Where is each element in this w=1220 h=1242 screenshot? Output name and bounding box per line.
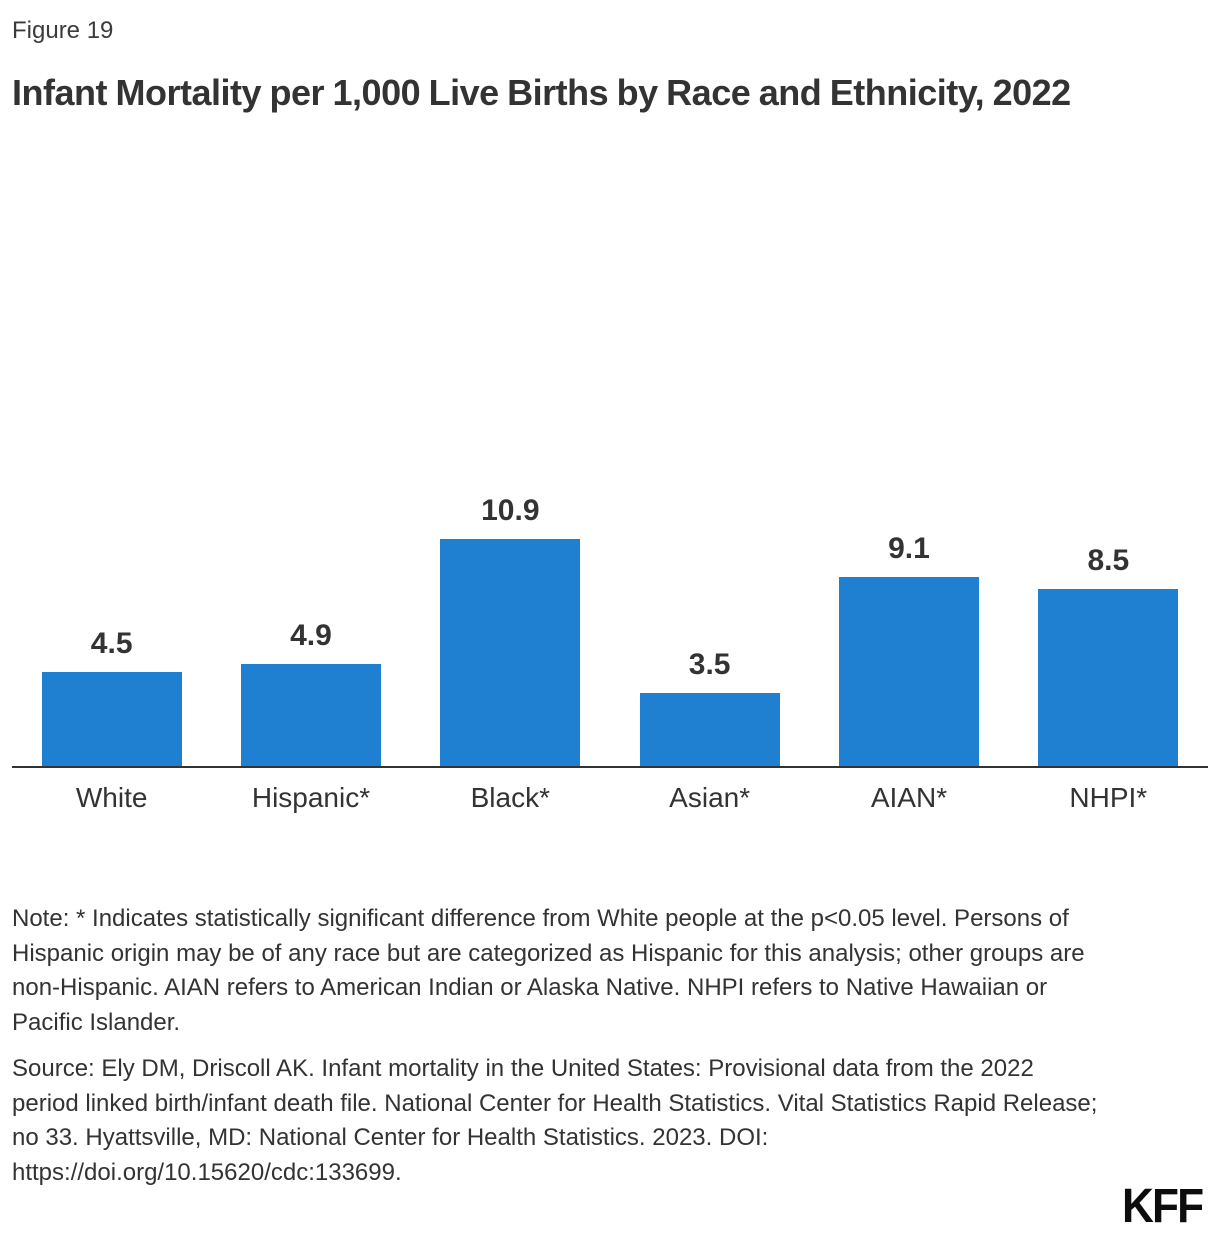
bar-column: 9.1 — [809, 531, 1008, 766]
bar — [1038, 589, 1179, 766]
figure-number-label: Figure 19 — [12, 17, 114, 44]
x-axis-line — [12, 766, 1208, 768]
source-text: Source: Ely DM, Driscoll AK. Infant mort… — [12, 1055, 1098, 1186]
bar-value-label: 8.5 — [1087, 544, 1130, 577]
bar-column: 3.5 — [610, 647, 809, 766]
note-text: Note: * Indicates statistically signific… — [12, 905, 1085, 1036]
figure-content: Figure 19 Infant Mortality per 1,000 Liv… — [12, 17, 1208, 1186]
bar — [240, 664, 381, 766]
chart-title: Infant Mortality per 1,000 Live Births b… — [12, 72, 1071, 113]
bar-value-label: 4.5 — [90, 627, 133, 660]
bar-value-label: 3.5 — [688, 648, 731, 681]
bar-category-label: Asian* — [669, 782, 751, 813]
bar-category-label: AIAN* — [870, 782, 948, 813]
bar — [838, 577, 979, 766]
kff-logo: KFF — [1121, 1180, 1204, 1233]
bar-category-label: White — [75, 782, 148, 813]
bar — [639, 693, 780, 766]
bar-category-label: Hispanic* — [251, 782, 371, 813]
bar-value-label: 10.9 — [481, 494, 540, 527]
bar-value-label: 9.1 — [888, 532, 930, 565]
bar-column: 4.5 — [12, 626, 211, 766]
bar-column: 8.5 — [1009, 543, 1208, 766]
bar-column: 4.9 — [211, 618, 410, 766]
category-labels-row: White Hispanic* Black* Asian* AIAN* NHPI* — [12, 780, 1208, 816]
bar-column: 10.9 — [411, 493, 610, 766]
bars-row: 4.5 4.9 10.9 3.5 9.1 8.5 — [12, 118, 1208, 766]
bar — [440, 539, 581, 766]
bar-value-label: 4.9 — [290, 619, 332, 652]
bar — [41, 672, 182, 766]
bar-category-label: NHPI* — [1069, 782, 1148, 813]
bar-category-label: Black* — [470, 782, 550, 813]
